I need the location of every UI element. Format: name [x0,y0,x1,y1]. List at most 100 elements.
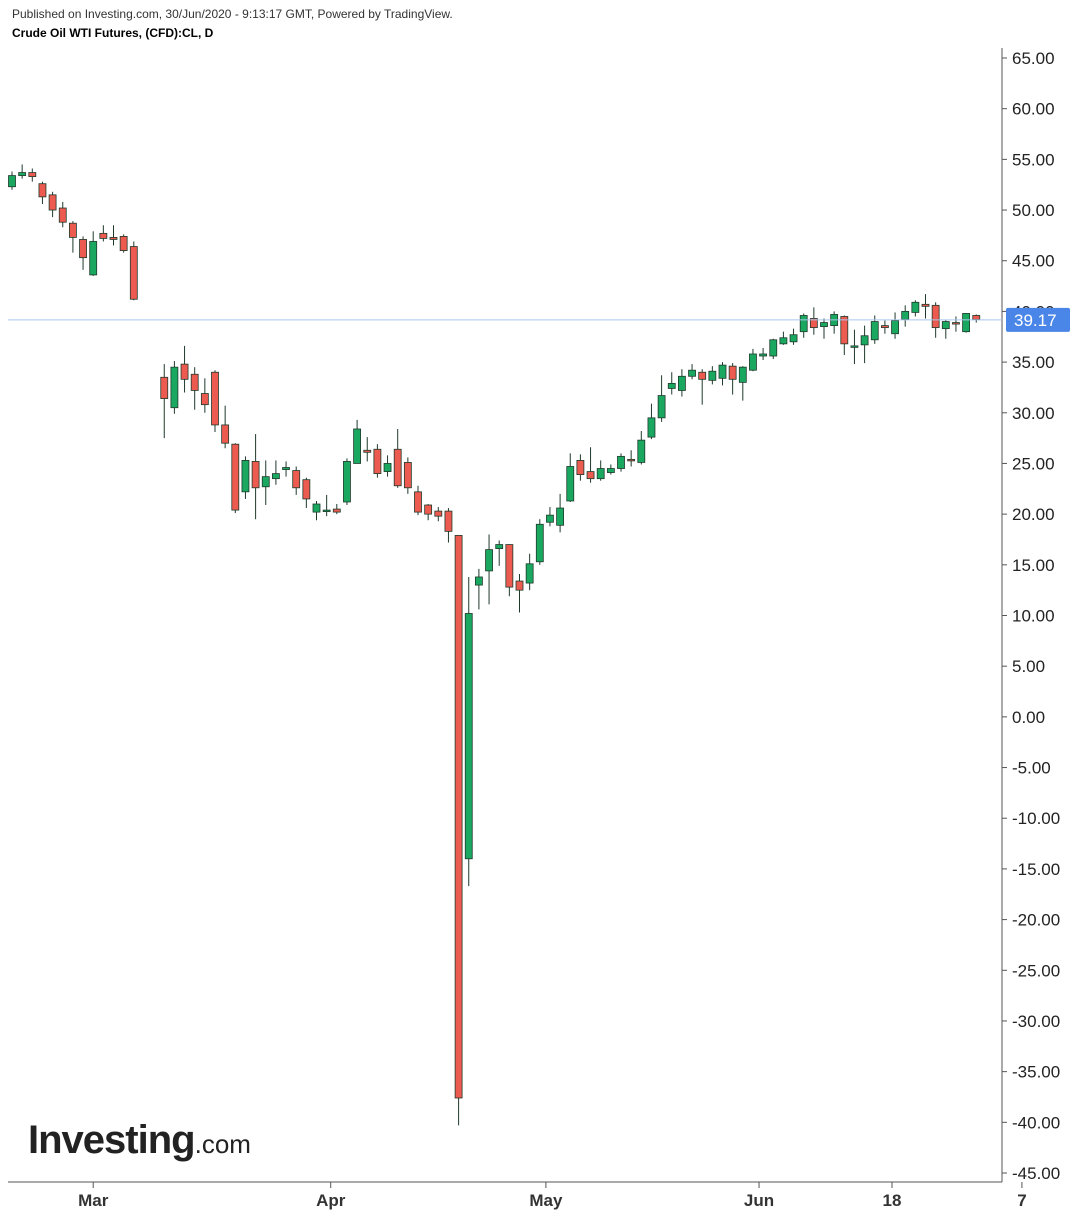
y-tick-label: 5.00 [1012,657,1045,676]
y-tick-label: 50.00 [1012,201,1055,220]
symbol-title: Crude Oil WTI Futures, (CFD):CL, D [12,26,214,40]
candle-up [525,563,534,584]
candle-down [109,237,118,240]
chart-header: Published on Investing.com, 30/Jun/2020 … [12,6,453,41]
candle-up [464,613,473,860]
candle-down [231,443,240,511]
y-tick-label: -40.00 [1012,1113,1060,1132]
candle-down [190,373,199,391]
investing-logo: Investing.com [28,1118,251,1163]
candle-down [728,365,737,380]
logo-suffix: .com [194,1129,251,1159]
candle-up [606,468,615,473]
candle-down [505,544,514,588]
y-tick-label: 25.00 [1012,454,1055,473]
candle-down [881,325,889,329]
candle-up [312,503,321,513]
y-tick-label: 55.00 [1012,150,1055,169]
y-tick-label: -20.00 [1012,911,1060,930]
candle-down [211,371,219,426]
candle-up [911,301,920,313]
candle-down [180,363,189,380]
candle-down [454,535,463,1099]
candle-down [414,491,422,513]
candle-up [688,369,696,377]
candle-down [48,194,57,211]
candle-down [921,303,930,307]
candle-up [799,315,808,333]
candle-down [972,315,981,320]
candle-down [373,448,382,474]
y-tick-label: 30.00 [1012,404,1055,423]
candle-down [515,580,524,591]
x-tick-label: May [529,1191,563,1210]
x-tick-label: Jun [744,1191,774,1210]
candle-up [596,468,605,480]
candle-up [870,321,879,341]
candle-down [586,471,595,480]
candle-down [952,322,960,325]
candle-down [99,232,108,239]
y-tick-label: 35.00 [1012,353,1055,372]
candle-up [271,473,280,480]
candle-up [860,335,869,346]
candle-up [8,175,16,188]
candle-up [617,455,625,469]
published-caption: Published on Investing.com, 30/Jun/2020 … [12,7,453,21]
last-price-label: 39.17 [1014,311,1057,330]
candle-down [363,449,372,453]
y-tick-label: 45.00 [1012,252,1055,271]
candle-up [678,375,686,391]
candle-up [556,507,564,526]
candle-down [424,504,433,515]
y-tick-label: -30.00 [1012,1012,1060,1031]
x-tick-label: 7 [1017,1191,1026,1210]
candle-up [322,509,331,512]
candle-up [170,366,179,409]
y-tick-label: -35.00 [1012,1063,1060,1082]
candle-down [840,316,849,345]
candle-down [79,239,87,259]
candle-up [820,322,828,328]
candle-up [566,466,575,502]
y-tick-label: 60.00 [1012,100,1055,119]
candle-up [535,523,544,563]
candle-down [119,235,128,251]
candle-up [759,353,767,357]
candle-down [251,461,260,489]
candle-up [657,395,666,419]
candle-up [667,382,676,389]
y-tick-label: 20.00 [1012,505,1055,524]
candle-up [495,544,504,550]
candle-down [332,508,341,513]
candle-down [627,458,636,462]
candle-up [343,461,351,503]
candle-up [962,313,970,333]
candle-up [18,172,27,176]
y-tick-label: 0.00 [1012,708,1045,727]
candle-down [576,460,585,476]
candle-up [850,345,859,348]
candle-up [647,417,656,438]
candle-down [28,172,37,177]
candle-up [789,334,798,343]
candle-down [302,479,311,500]
candle-down [69,222,77,238]
x-tick-label: Apr [316,1191,346,1210]
candle-up [891,320,899,335]
y-tick-label: -25.00 [1012,961,1060,980]
candle-up [941,321,950,330]
candle-down [292,470,301,489]
candle-up [282,467,290,470]
candle-up [261,476,270,488]
x-tick-label: 18 [883,1191,902,1210]
candle-down [698,371,707,380]
candle-up [718,364,727,379]
last-price-badge [1006,307,1070,332]
candle-up [485,549,493,572]
logo-main: Investing [28,1118,196,1162]
y-tick-label: 15.00 [1012,556,1055,575]
candle-down [200,393,209,406]
x-tick-label: Mar [78,1191,109,1210]
